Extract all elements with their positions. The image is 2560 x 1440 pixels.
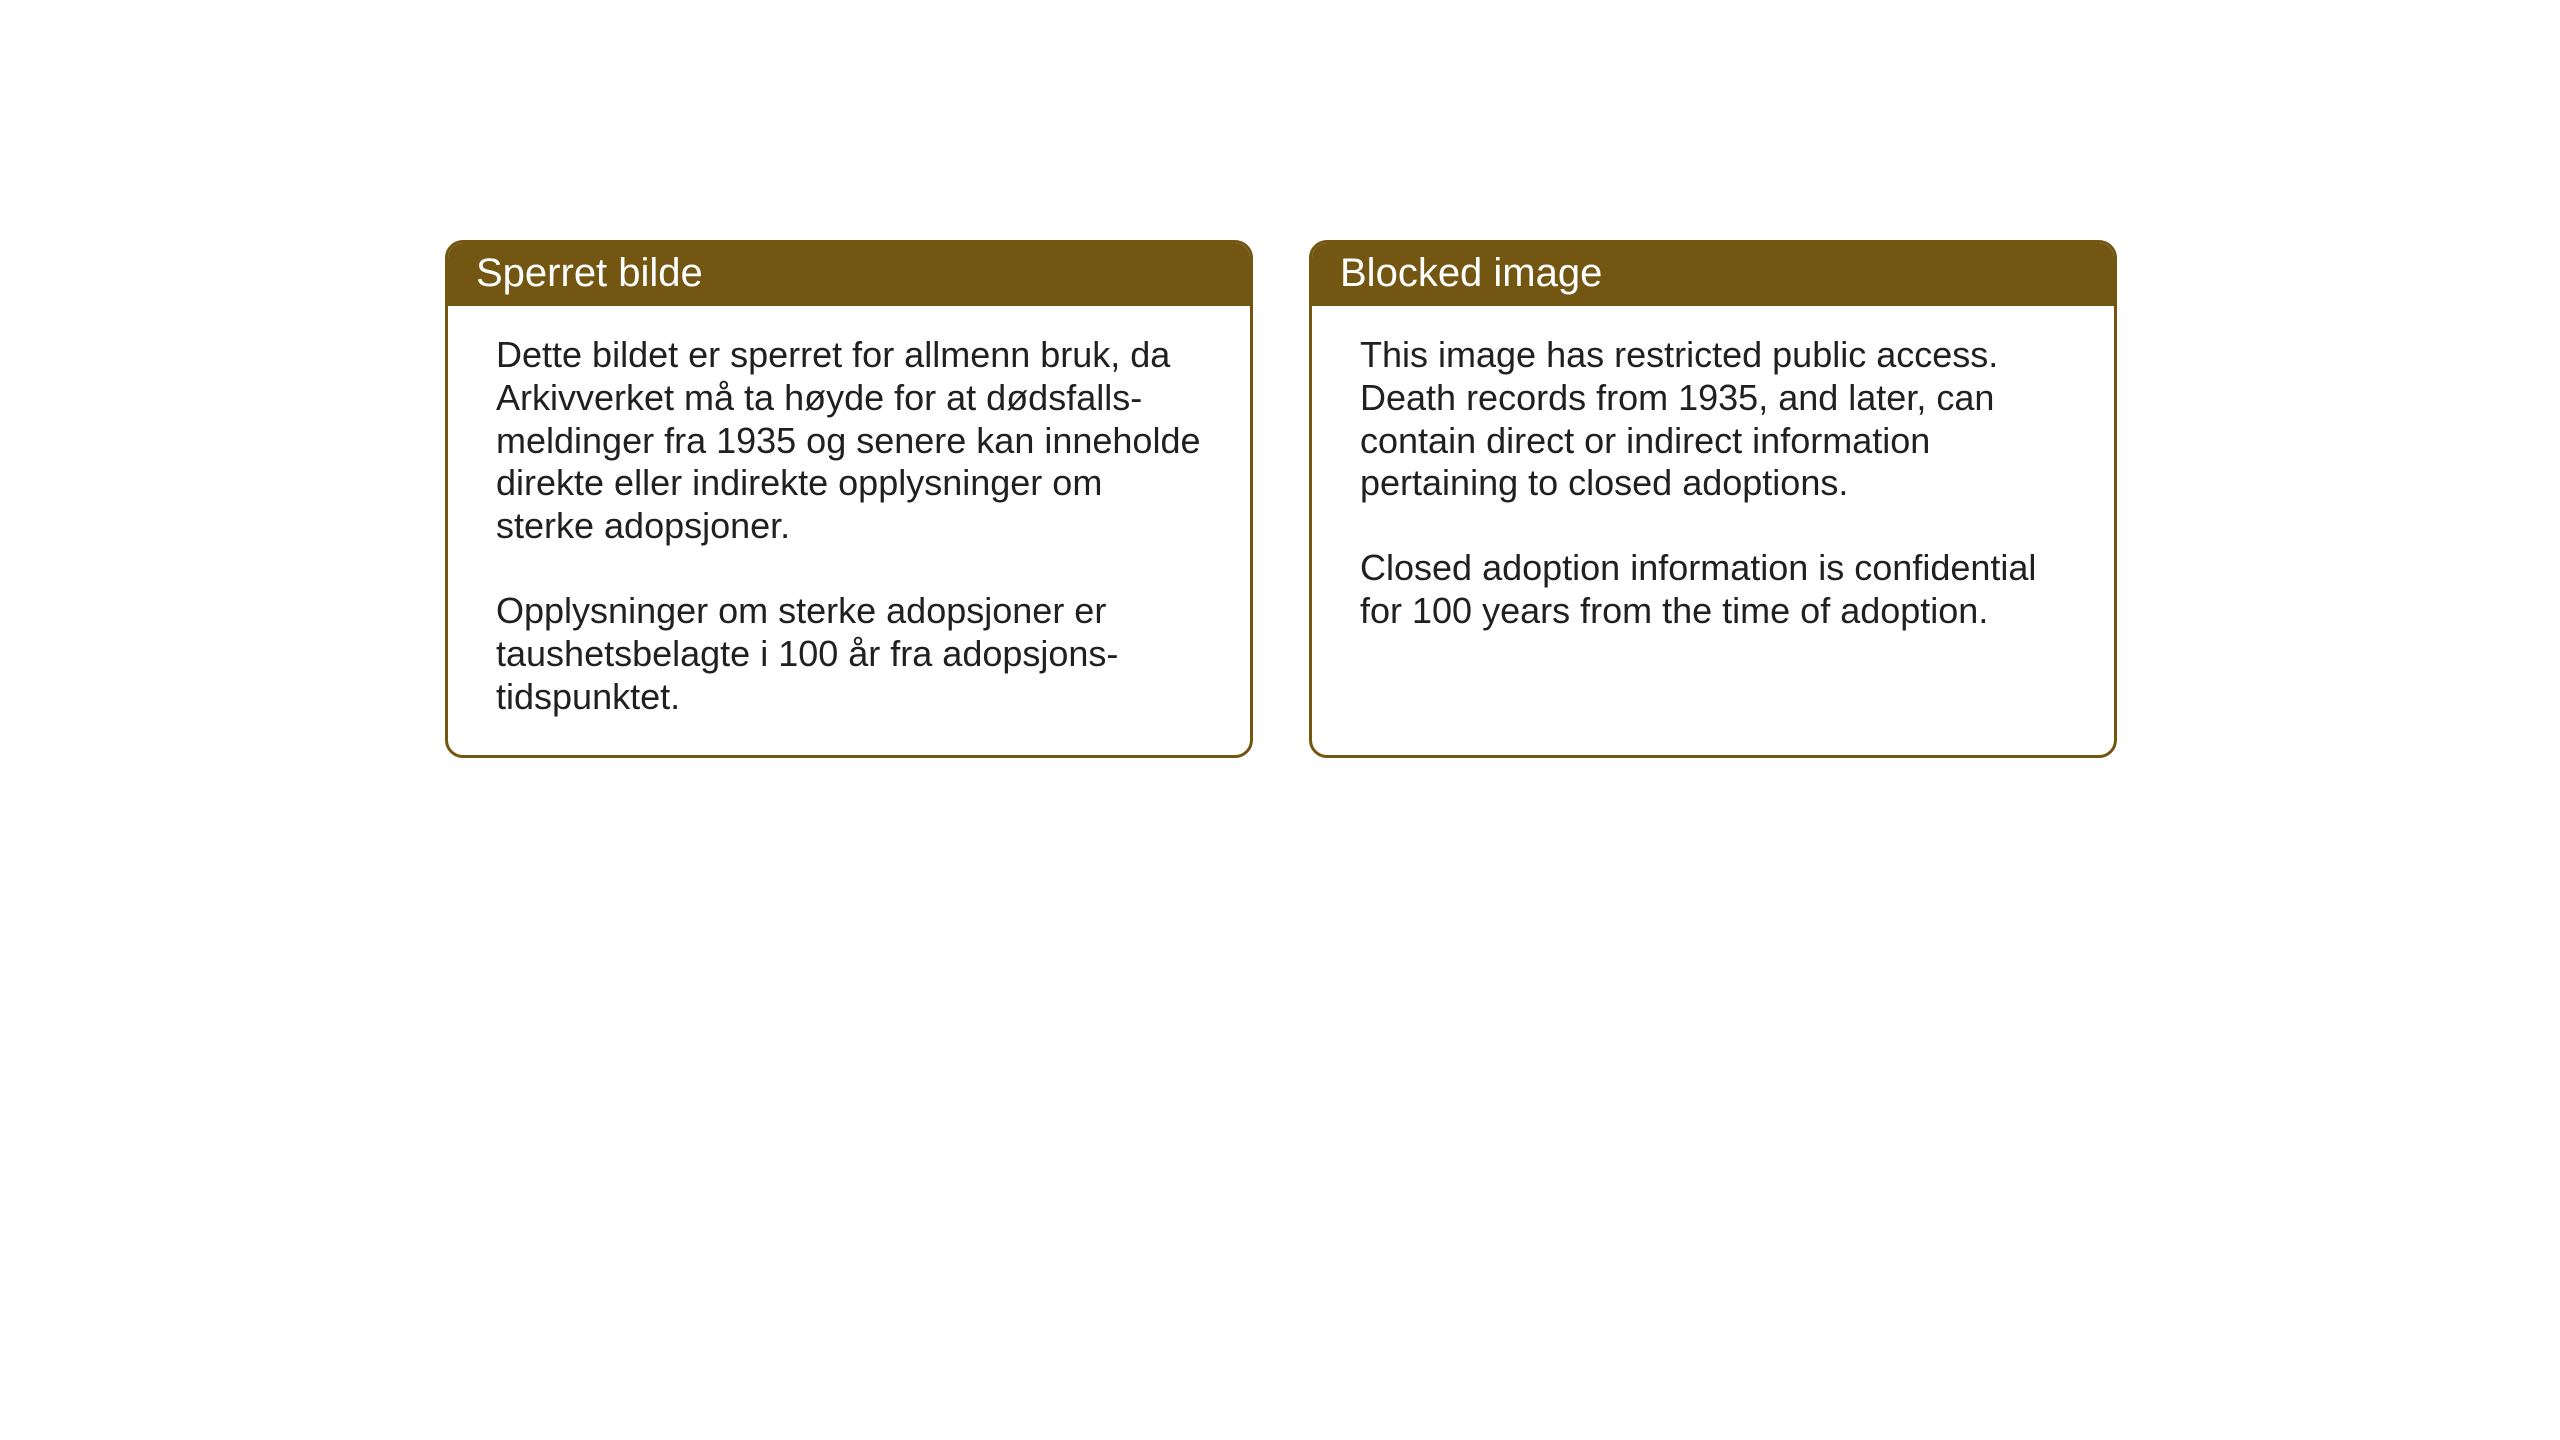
notice-body-norwegian: Dette bildet er sperret for allmenn bruk… [448, 306, 1250, 755]
notice-paragraph: This image has restricted public access.… [1360, 334, 2066, 505]
notice-paragraph: Dette bildet er sperret for allmenn bruk… [496, 334, 1202, 548]
notice-title-english: Blocked image [1340, 251, 1602, 295]
notice-header-english: Blocked image [1312, 243, 2114, 306]
notice-container: Sperret bilde Dette bildet er sperret fo… [445, 240, 2117, 758]
notice-paragraph: Closed adoption information is confident… [1360, 547, 2066, 633]
notice-body-english: This image has restricted public access.… [1312, 306, 2114, 669]
notice-header-norwegian: Sperret bilde [448, 243, 1250, 306]
notice-paragraph: Opplysninger om sterke adopsjoner er tau… [496, 590, 1202, 718]
notice-title-norwegian: Sperret bilde [476, 251, 703, 295]
notice-card-norwegian: Sperret bilde Dette bildet er sperret fo… [445, 240, 1253, 758]
notice-card-english: Blocked image This image has restricted … [1309, 240, 2117, 758]
